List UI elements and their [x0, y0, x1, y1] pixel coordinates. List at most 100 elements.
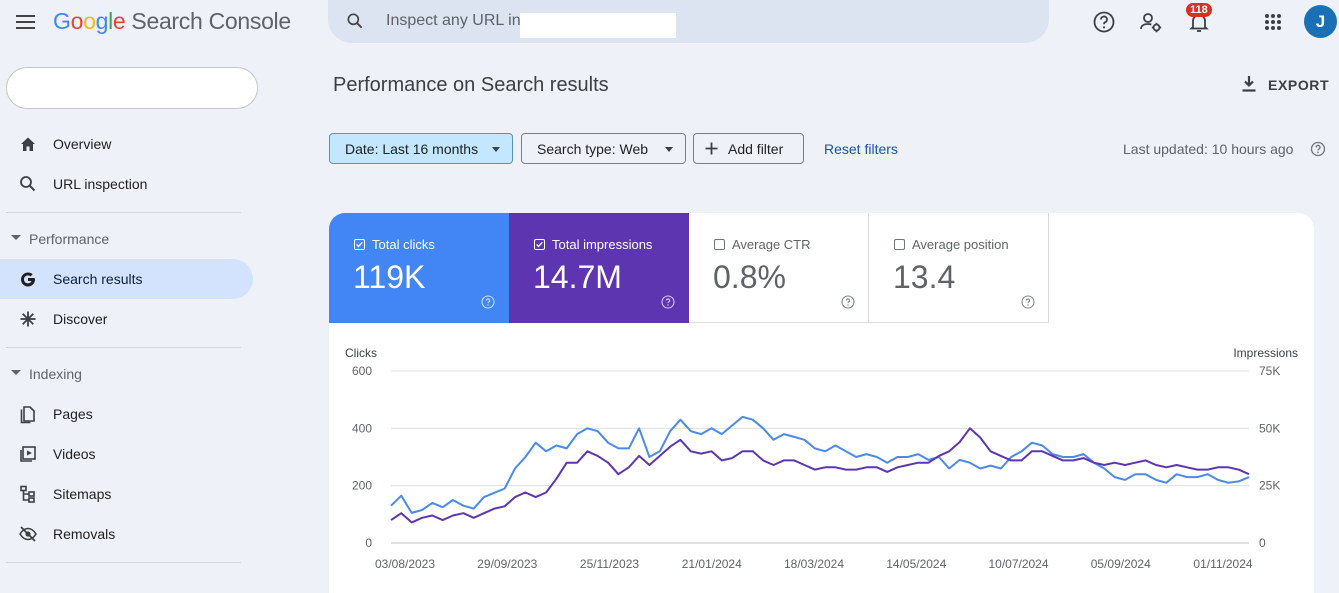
chart-svg: 0 200 400 600 0 25K 50K 75K Clicks Impressions 03/…: [345, 346, 1298, 571]
checkbox-icon: [894, 239, 905, 250]
product-name: Search Console: [131, 8, 291, 34]
sidebar-item-search-results[interactable]: Search results: [0, 259, 253, 299]
metric-label: Average CTR: [732, 237, 811, 252]
last-updated-text: Last updated: 10 hours ago: [1123, 141, 1294, 157]
y-tick-label-left: 0: [365, 536, 372, 550]
y-tick-label-right: 25K: [1259, 479, 1280, 493]
sidebar-item-overview[interactable]: Overview: [0, 124, 253, 164]
dropdown-arrow-icon: [492, 147, 500, 152]
sidebar-item-label: Search results: [53, 271, 143, 287]
x-tick-label: 25/11/2023: [580, 557, 639, 571]
pages-icon: [20, 406, 35, 424]
sidebar-item-pages[interactable]: Pages: [0, 394, 253, 434]
add-filter-button[interactable]: Add filter: [693, 133, 804, 164]
metric-average-position[interactable]: Average position 13.4: [869, 213, 1049, 323]
x-tick-label: 01/11/2024: [1193, 557, 1252, 571]
metric-total-clicks[interactable]: Total clicks 119K: [329, 213, 509, 323]
sidebar-item-label: Pages: [53, 406, 93, 422]
metric-label: Total impressions: [552, 237, 653, 252]
property-selector[interactable]: [6, 67, 258, 109]
export-label: EXPORT: [1268, 77, 1330, 93]
performance-chart: 0 200 400 600 0 25K 50K 75K Clicks Impressions 03/…: [329, 337, 1314, 593]
metric-value: 0.8%: [713, 259, 786, 295]
search-type-filter-chip[interactable]: Search type: Web: [521, 133, 686, 164]
divider: [6, 562, 241, 563]
x-tick-label: 03/08/2023: [375, 557, 435, 571]
x-tick-label: 21/01/2024: [682, 557, 742, 571]
notification-badge: 118: [1186, 3, 1212, 17]
x-tick-label: 29/09/2023: [477, 557, 537, 571]
y-tick-label-left: 600: [352, 364, 372, 378]
redacted-property: [520, 13, 676, 38]
caret-down-icon: [11, 235, 21, 240]
search-placeholder: Inspect any URL in: [386, 12, 521, 29]
metric-label: Total clicks: [372, 237, 435, 252]
y-tick-label-left: 400: [352, 421, 372, 435]
y-tick-label-right: 0: [1259, 536, 1266, 550]
url-inspect-search[interactable]: Inspect any URL in: [328, 0, 1049, 43]
sitemap-icon: [20, 485, 35, 503]
help-icon[interactable]: [1090, 8, 1118, 36]
sidebar-item-label: Videos: [53, 446, 96, 462]
sidebar-item-label: Removals: [53, 526, 116, 542]
y-axis-label-right: Impressions: [1233, 346, 1298, 360]
download-icon: [1242, 76, 1256, 92]
y-tick-label-left: 200: [352, 479, 372, 493]
checkbox-icon: [714, 239, 725, 250]
google-search-console-logo[interactable]: Google Search Console: [53, 8, 291, 34]
metric-average-ctr[interactable]: Average CTR 0.8%: [689, 213, 869, 323]
checkbox-checked-icon: [354, 239, 365, 250]
avatar[interactable]: J: [1304, 5, 1337, 38]
eye-off-icon: [19, 526, 37, 542]
section-performance[interactable]: Performance: [0, 224, 240, 254]
chip-label: Date: Last 16 months: [345, 141, 479, 157]
menu-icon[interactable]: [14, 10, 38, 34]
metric-label: Average position: [912, 237, 1009, 252]
search-icon: [347, 13, 363, 29]
help-icon[interactable]: [1021, 295, 1035, 309]
reset-filters-link[interactable]: Reset filters: [824, 141, 898, 157]
sidebar-item-sitemaps[interactable]: Sitemaps: [0, 474, 253, 514]
x-tick-label: 18/03/2024: [784, 557, 844, 571]
y-axis-label-left: Clicks: [345, 346, 377, 360]
help-icon[interactable]: [1310, 141, 1326, 157]
video-icon: [20, 446, 36, 462]
chip-label: Search type: Web: [537, 141, 649, 157]
help-icon[interactable]: [661, 295, 675, 309]
plus-icon: [705, 142, 718, 155]
y-tick-label-right: 75K: [1259, 364, 1280, 378]
y-tick-label-right: 50K: [1259, 421, 1280, 435]
sidebar-item-url-inspection[interactable]: URL inspection: [0, 164, 253, 204]
x-tick-label: 05/09/2024: [1091, 557, 1151, 571]
section-title: Indexing: [29, 366, 82, 382]
x-tick-label: 14/05/2024: [886, 557, 946, 571]
metric-value: 14.7M: [533, 259, 622, 295]
manage-users-icon[interactable]: [1137, 8, 1165, 36]
sidebar-item-videos[interactable]: Videos: [0, 434, 253, 474]
metric-value: 13.4: [893, 259, 956, 295]
date-filter-chip[interactable]: Date: Last 16 months: [329, 133, 513, 164]
series-line-impressions: [390, 427, 1250, 524]
sidebar-item-label: Overview: [53, 136, 112, 152]
caret-down-icon: [11, 370, 21, 375]
sidebar-item-discover[interactable]: Discover: [0, 299, 253, 339]
metric-value: 119K: [353, 259, 426, 295]
section-indexing[interactable]: Indexing: [0, 359, 240, 389]
help-icon[interactable]: [841, 295, 855, 309]
metric-total-impressions[interactable]: Total impressions 14.7M: [509, 213, 689, 323]
series-line-clicks: [390, 415, 1250, 514]
divider: [6, 212, 241, 213]
asterisk-icon: [20, 311, 36, 327]
sidebar-item-removals[interactable]: Removals: [0, 514, 253, 554]
performance-card: Total clicks 119K Total impressions 14.7…: [329, 213, 1314, 593]
home-icon: [21, 137, 35, 151]
google-g-icon: [21, 272, 36, 287]
top-bar: Google Search Console Inspect any URL in …: [0, 0, 1339, 44]
checkbox-checked-icon: [534, 239, 545, 250]
help-icon[interactable]: [481, 295, 495, 309]
search-icon: [20, 176, 36, 192]
sidebar-item-label: URL inspection: [53, 176, 148, 192]
page-title: Performance on Search results: [333, 74, 609, 96]
apps-grid-icon[interactable]: [1259, 8, 1287, 36]
sidebar-item-label: Sitemaps: [53, 486, 112, 502]
